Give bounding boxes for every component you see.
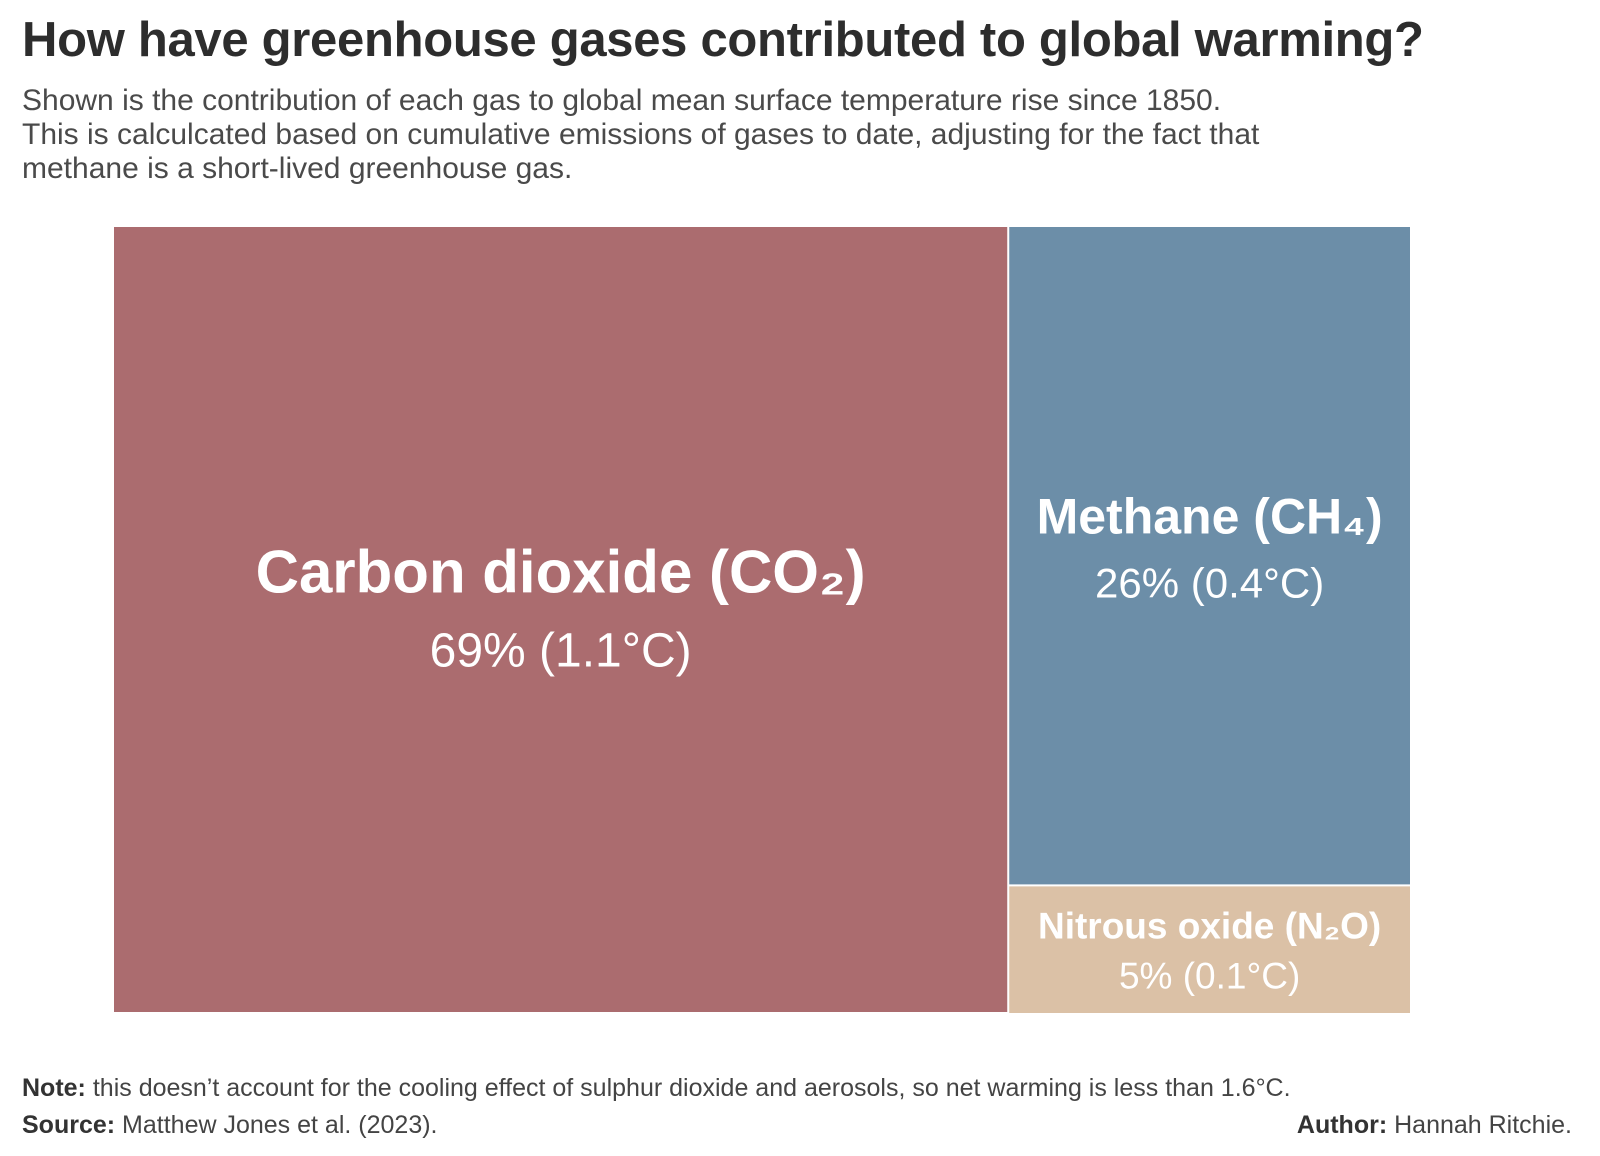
- tile-value-label: 26% (0.4°C): [1095, 560, 1324, 607]
- source-label: Source:: [22, 1111, 116, 1139]
- tile-value-label: 69% (1.1°C): [430, 625, 692, 678]
- author-text: Hannah Ritchie.: [1394, 1111, 1572, 1139]
- tile-rect: [114, 227, 1008, 1012]
- note-text: this doesn’t account for the cooling eff…: [92, 1074, 1291, 1102]
- tile-name-label: Methane (CH₄): [1037, 489, 1383, 545]
- tile-name-label: Nitrous oxide (N₂O): [1038, 906, 1381, 947]
- source-text: Matthew Jones et al. (2023).: [122, 1111, 438, 1139]
- subtitle-line: methane is a short-lived greenhouse gas.: [22, 152, 573, 185]
- tile-value-label: 5% (0.1°C): [1119, 956, 1300, 997]
- subtitle-line: This is calculcated based on cumulative …: [22, 118, 1260, 151]
- chart-title: How have greenhouse gases contributed to…: [22, 13, 1424, 67]
- tile-rect: [1009, 886, 1410, 1013]
- tile-carbon-dioxide: Carbon dioxide (CO₂) 69% (1.1°C): [114, 227, 1008, 1012]
- footer-author: Author: Hannah Ritchie.: [1297, 1111, 1572, 1140]
- tile-methane: Methane (CH₄) 26% (0.4°C): [1009, 227, 1410, 885]
- subtitle-line: Shown is the contribution of each gas to…: [22, 84, 1222, 117]
- author-label: Author:: [1296, 1111, 1388, 1139]
- tile-rect: [1009, 227, 1410, 885]
- note-label: Note:: [22, 1074, 86, 1102]
- tile-nitrous-oxide: Nitrous oxide (N₂O) 5% (0.1°C): [1009, 886, 1410, 1013]
- footer-source: Source: Matthew Jones et al. (2023).: [22, 1111, 438, 1140]
- footer-note: Note: this doesn’t account for the cooli…: [22, 1074, 1291, 1103]
- tile-name-label: Carbon dioxide (CO₂): [256, 539, 866, 606]
- chart-subtitle: Shown is the contribution of each gas to…: [22, 84, 1542, 186]
